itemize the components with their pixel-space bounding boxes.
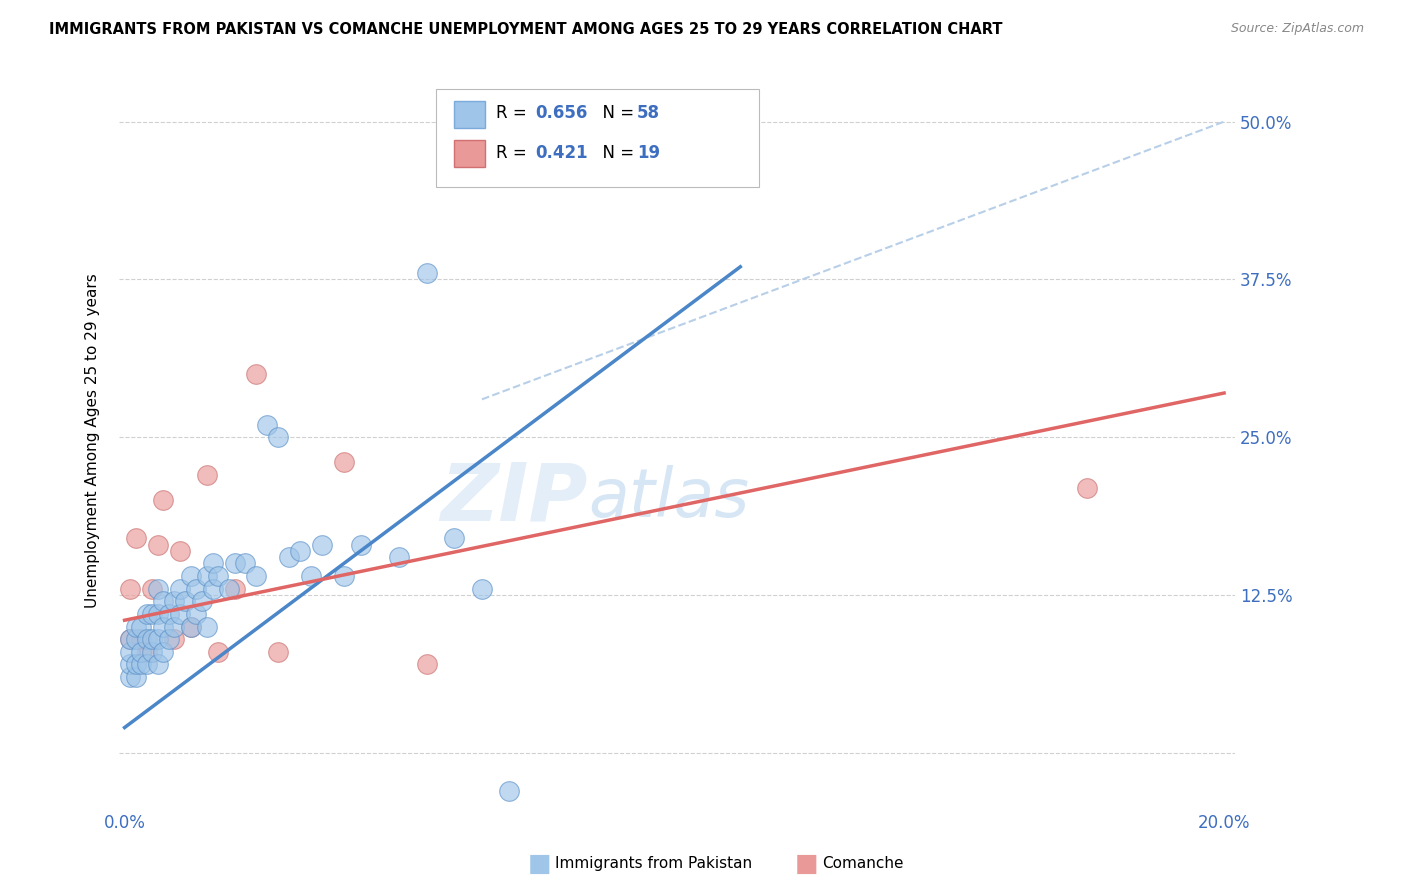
Point — [152, 493, 174, 508]
Point — [146, 657, 169, 672]
Point — [311, 537, 333, 551]
Text: R =: R = — [496, 144, 533, 161]
Point — [152, 619, 174, 633]
Point — [195, 468, 218, 483]
Text: 19: 19 — [637, 144, 659, 161]
Point — [201, 557, 224, 571]
Point — [184, 607, 207, 621]
Point — [416, 266, 439, 280]
Point — [301, 569, 323, 583]
Point — [278, 550, 301, 565]
Point — [180, 619, 202, 633]
Point — [157, 607, 180, 621]
Point — [169, 544, 191, 558]
Text: R =: R = — [496, 104, 533, 122]
Point — [118, 645, 141, 659]
Point — [152, 594, 174, 608]
Text: 58: 58 — [637, 104, 659, 122]
Text: Immigrants from Pakistan: Immigrants from Pakistan — [555, 856, 752, 871]
Text: N =: N = — [592, 144, 640, 161]
Point — [471, 582, 494, 596]
Point — [135, 607, 157, 621]
Point — [224, 557, 246, 571]
Point — [245, 367, 267, 381]
Point — [350, 537, 373, 551]
Point — [207, 645, 229, 659]
Point — [118, 632, 141, 647]
Point — [195, 569, 218, 583]
Point — [163, 594, 186, 608]
Text: N =: N = — [592, 104, 640, 122]
Point — [146, 632, 169, 647]
Point — [190, 594, 212, 608]
Point — [443, 531, 465, 545]
Text: Comanche: Comanche — [823, 856, 904, 871]
Point — [195, 619, 218, 633]
Point — [129, 632, 152, 647]
Point — [141, 582, 163, 596]
Point — [135, 632, 157, 647]
Text: IMMIGRANTS FROM PAKISTAN VS COMANCHE UNEMPLOYMENT AMONG AGES 25 TO 29 YEARS CORR: IMMIGRANTS FROM PAKISTAN VS COMANCHE UNE… — [49, 22, 1002, 37]
Point — [201, 582, 224, 596]
Point — [129, 645, 152, 659]
Y-axis label: Unemployment Among Ages 25 to 29 years: Unemployment Among Ages 25 to 29 years — [86, 273, 100, 607]
Point — [163, 619, 186, 633]
Point — [218, 582, 240, 596]
Point — [416, 657, 439, 672]
Point — [180, 569, 202, 583]
Point — [135, 657, 157, 672]
Point — [124, 531, 146, 545]
Point — [267, 645, 290, 659]
Text: 0.421: 0.421 — [536, 144, 588, 161]
Point — [129, 619, 152, 633]
Text: atlas: atlas — [588, 466, 749, 532]
Text: ■: ■ — [794, 852, 818, 875]
Text: Source: ZipAtlas.com: Source: ZipAtlas.com — [1230, 22, 1364, 36]
Point — [146, 607, 169, 621]
Point — [141, 645, 163, 659]
Point — [157, 632, 180, 647]
Point — [141, 632, 163, 647]
Point — [124, 657, 146, 672]
Point — [146, 582, 169, 596]
Text: 0.656: 0.656 — [536, 104, 588, 122]
Point — [256, 417, 278, 432]
Point — [152, 645, 174, 659]
Point — [163, 632, 186, 647]
Point — [267, 430, 290, 444]
Point — [124, 670, 146, 684]
Point — [146, 537, 169, 551]
Point — [118, 657, 141, 672]
Point — [180, 619, 202, 633]
Point — [118, 582, 141, 596]
Point — [169, 582, 191, 596]
Point — [333, 455, 356, 469]
Point — [207, 569, 229, 583]
Point — [245, 569, 267, 583]
Point — [141, 607, 163, 621]
Text: ■: ■ — [527, 852, 551, 875]
Point — [333, 569, 356, 583]
Point — [169, 607, 191, 621]
Point — [118, 670, 141, 684]
Point — [124, 632, 146, 647]
Point — [388, 550, 411, 565]
Point — [124, 619, 146, 633]
Point — [184, 582, 207, 596]
Point — [290, 544, 312, 558]
Point — [224, 582, 246, 596]
Point — [129, 657, 152, 672]
Point — [1076, 481, 1098, 495]
Point — [118, 632, 141, 647]
Text: ZIP: ZIP — [440, 459, 588, 538]
Point — [498, 783, 520, 797]
Point — [135, 645, 157, 659]
Point — [174, 594, 197, 608]
Point — [235, 557, 257, 571]
